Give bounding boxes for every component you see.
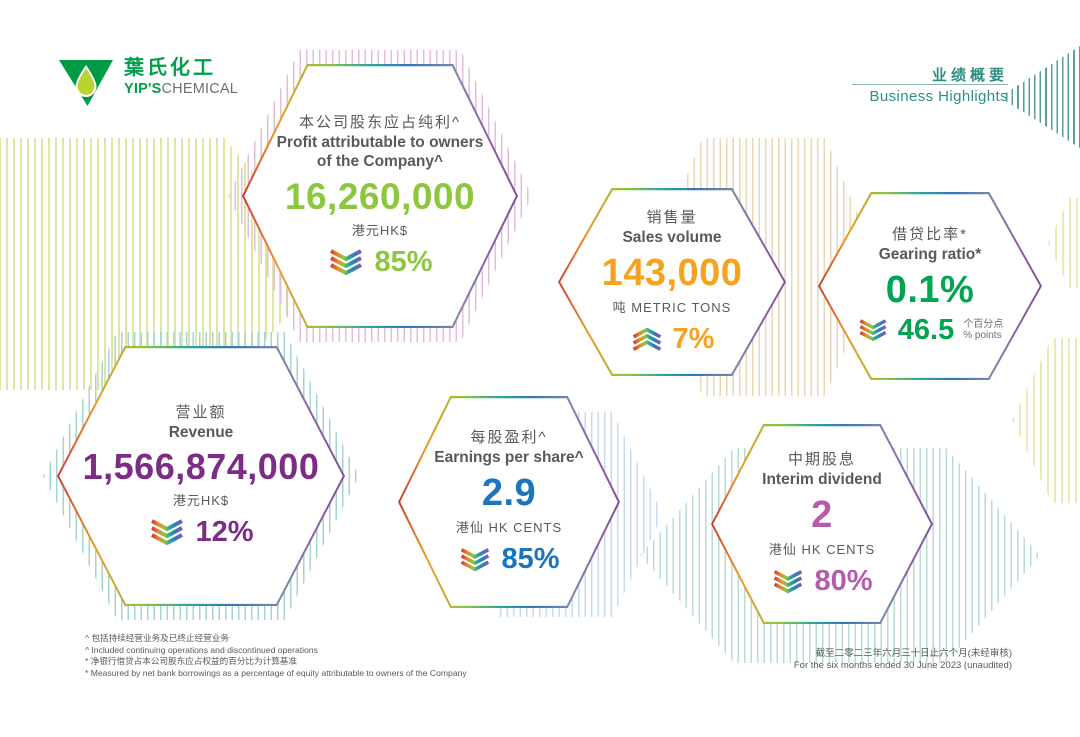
logo-name-en: YIP'SCHEMICAL (124, 80, 238, 98)
change-row: 12% (148, 515, 254, 549)
card-title-en: Gearing ratio* (878, 246, 982, 264)
title-underline (852, 84, 1008, 85)
card-earnings-per-share: 每股盈利^ Earnings per share^ 2.9 港仙 HK CENT… (398, 396, 620, 608)
card-interim-dividend: 中期股息 Interim dividend 2 港仙 HK CENTS 80% (711, 424, 933, 624)
change-note: 个百分点 % points (963, 319, 1003, 341)
change-row: 85% (458, 542, 560, 576)
change-row: 80% (771, 564, 873, 598)
card-title-en: Interim dividend (762, 471, 882, 489)
card-title-en: Sales volume (622, 229, 722, 247)
company-logo: 葉氏化工 YIP'SCHEMICAL (56, 56, 238, 110)
card-value: 143,000 (601, 252, 743, 295)
change-row: 7% (630, 322, 715, 356)
page-title-cn: 业绩概要 (931, 67, 1008, 84)
page-title-en: Business Highlights (869, 88, 1008, 105)
card-background (820, 194, 1040, 378)
period-cn: 截至二零二三年六月三十日止六个月(未经审核) (815, 648, 1012, 659)
change-value: 85% (501, 542, 560, 575)
card-title-cn: 每股盈利^ (470, 429, 548, 447)
card-gearing-ratio: 借贷比率* Gearing ratio* 0.1% 46.5 个百分点 % po… (818, 192, 1042, 380)
reporting-period: 截至二零二三年六月三十日止六个月(未经审核) For the six month… (700, 648, 1012, 672)
card-title-en: Revenue (168, 424, 234, 442)
footnote-line: ^ 包括持续经营业务及已终止经营业务 (85, 633, 229, 643)
change-value: 80% (814, 564, 873, 597)
card-title-en: Profit attributable to owners of the Com… (276, 134, 484, 171)
footnote-line: ^ Included continuing operations and dis… (85, 644, 318, 655)
change-value: 85% (374, 245, 433, 278)
change-value: 7% (672, 322, 715, 355)
footnote-line: * 净银行借贷占本公司股东应占权益的百分比为计算基准 (85, 656, 297, 666)
card-unit: 吨 METRIC TONS (612, 299, 732, 315)
card-value: 2.9 (481, 472, 537, 515)
footnotes: ^ 包括持续经营业务及已终止经营业务 ^ Included continuing… (85, 633, 467, 679)
card-title-cn: 本公司股东应占纯利^ (298, 114, 462, 132)
logo-en-rest: CHEMICAL (161, 81, 239, 97)
card-value: 0.1% (885, 269, 975, 312)
card-title-cn: 中期股息 (787, 451, 856, 469)
card-background (713, 426, 931, 622)
change-row: 46.5 个百分点 % points (857, 314, 1003, 347)
decrease-chevrons-icon (461, 547, 490, 572)
period-en: For the six months ended 30 June 2023 (u… (793, 660, 1012, 671)
card-revenue: 营业额 Revenue 1,566,874,000 港元HK$ 12% (57, 346, 345, 606)
card-value: 16,260,000 (284, 176, 476, 218)
logo-en-bold: YIP'S (124, 81, 162, 97)
footnote-line: * Measured by net bank borrowings as a p… (85, 667, 467, 678)
card-background (400, 398, 618, 606)
card-sales-volume: 销售量 Sales volume 143,000 吨 METRIC TONS 7… (558, 188, 786, 376)
change-row: 85% (327, 245, 433, 279)
card-title-cn: 借贷比率* (892, 226, 968, 244)
card-title-en: Earnings per share^ (434, 449, 584, 467)
card-unit: 港仙 HK CENTS (455, 519, 563, 535)
change-value: 12% (195, 515, 254, 548)
decrease-chevrons-icon (151, 519, 184, 546)
card-profit: 本公司股东应占纯利^ Profit attributable to owners… (242, 64, 518, 328)
decrease-chevrons-icon (774, 569, 803, 594)
card-title-cn: 销售量 (646, 209, 698, 227)
card-background (244, 66, 516, 326)
change-note-cn: 个百分点 (963, 319, 1004, 331)
card-unit: 港元HK$ (172, 492, 230, 508)
card-unit: 港元HK$ (351, 222, 409, 238)
deco-fan-teal (1006, 46, 1080, 148)
card-unit: 港仙 HK CENTS (768, 541, 876, 557)
decrease-chevrons-icon (859, 319, 887, 342)
card-background (560, 190, 784, 374)
change-note-en: % points (963, 330, 1002, 342)
change-value: 46.5 (897, 313, 955, 346)
logo-name-cn: 葉氏化工 (124, 57, 216, 79)
card-value: 1,566,874,000 (82, 446, 320, 488)
increase-chevrons-icon (632, 327, 661, 351)
decrease-chevrons-icon (330, 249, 363, 276)
card-value: 2 (811, 494, 833, 537)
card-title-cn: 营业额 (175, 404, 227, 422)
deco-stripes-right-green-small (1048, 198, 1080, 288)
card-background (59, 348, 343, 604)
logo-triangle-droplet-icon (59, 60, 113, 106)
